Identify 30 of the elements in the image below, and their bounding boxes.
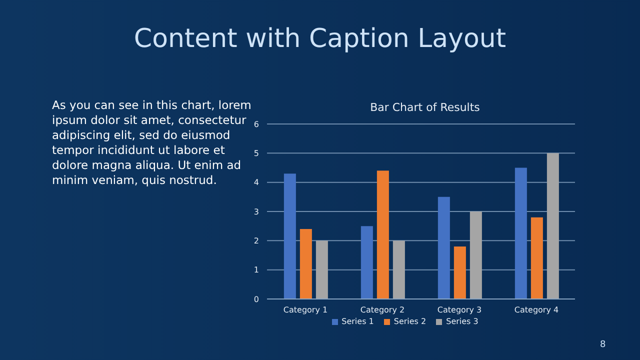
y-tick-label: 5	[254, 149, 259, 158]
legend-label: Series 2	[394, 317, 426, 326]
bar	[514, 168, 527, 299]
bar	[284, 174, 296, 299]
y-tick-label: 0	[254, 294, 259, 304]
x-tick-label: Category 1	[283, 306, 328, 315]
bar	[360, 226, 373, 299]
text: Content with Caption Layout	[132, 24, 508, 54]
bar	[316, 240, 328, 299]
x-tick-label: Category 4	[514, 306, 559, 315]
text: As you can see in this chart, lorem ipsum dolor sit amet, consectetur adipiscing elit, sed do eiusmod tempor incididunt ut labore et dolore magna aliqua. Ut enim ad minim veniam, quis nostrud.	[52, 98, 252, 187]
bar	[438, 196, 450, 299]
bar	[530, 217, 543, 299]
bar	[376, 170, 389, 299]
x-tick-label: Category 3	[437, 306, 482, 315]
x-tick-label: Category 2	[360, 306, 405, 315]
y-tick-label: 3	[254, 207, 259, 216]
bar	[300, 229, 312, 299]
legend-label: Series 1	[342, 317, 374, 326]
bar	[546, 153, 559, 299]
bar	[454, 246, 466, 299]
bar	[470, 212, 482, 299]
y-tick-label: 6	[254, 120, 259, 129]
y-tick-label: 1	[254, 266, 259, 275]
chart-title: Bar Chart of Results	[370, 101, 480, 114]
y-tick-label: 4	[254, 178, 259, 188]
bar	[392, 240, 405, 299]
legend-label: Series 3	[446, 317, 478, 326]
y-tick-label: 2	[254, 236, 259, 246]
text: 8	[600, 340, 606, 350]
